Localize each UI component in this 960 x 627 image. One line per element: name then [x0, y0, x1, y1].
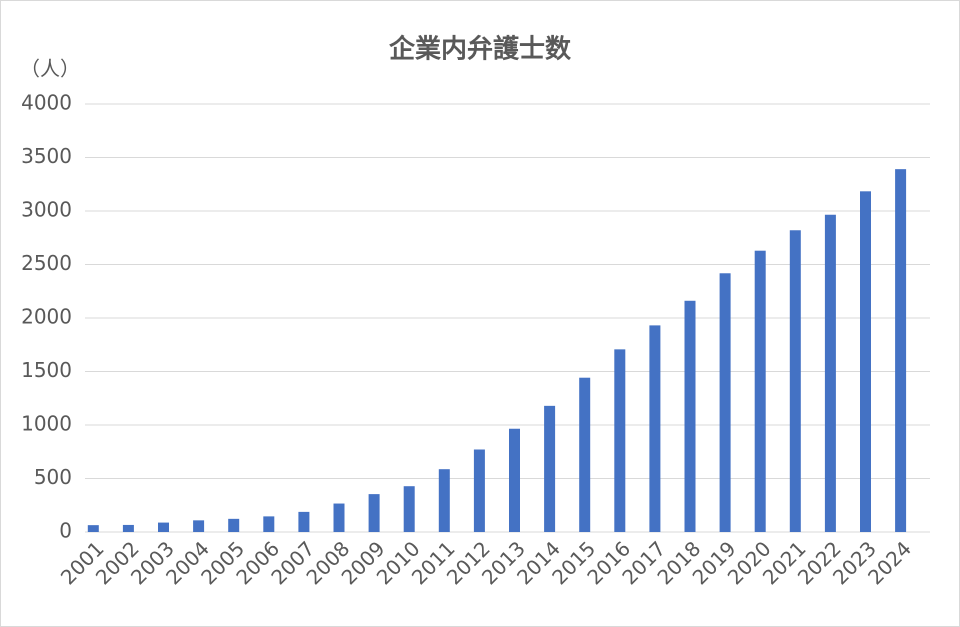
bar	[754, 250, 766, 532]
bar	[824, 214, 836, 532]
y-axis-label: （人）	[20, 57, 80, 81]
bar	[333, 503, 345, 532]
bar	[789, 230, 801, 532]
bar	[122, 524, 134, 532]
y-tick-label: 0	[59, 519, 72, 543]
bar	[579, 377, 591, 532]
y-tick-label: 500	[34, 465, 72, 489]
bar	[719, 273, 731, 532]
bar	[684, 300, 696, 532]
y-tick-label: 1000	[21, 412, 72, 436]
y-tick-label: 2500	[21, 251, 72, 275]
y-tick-label: 3000	[21, 198, 72, 222]
bar	[649, 325, 661, 532]
bar	[509, 428, 520, 532]
y-tick-label: 4000	[21, 91, 72, 115]
bar	[860, 191, 871, 532]
bar	[403, 486, 415, 532]
bar	[368, 494, 380, 532]
y-tick-label: 1500	[21, 358, 72, 382]
bar	[895, 169, 907, 532]
bar	[614, 349, 626, 532]
y-tick-label: 3500	[21, 144, 72, 168]
bar	[298, 511, 310, 532]
bar	[473, 449, 485, 532]
bar	[87, 525, 99, 532]
bar	[228, 518, 240, 532]
bar	[544, 405, 556, 532]
bar	[158, 522, 169, 532]
bar	[193, 520, 205, 532]
bar	[438, 469, 450, 532]
chart-title: 企業内弁護士数	[389, 34, 572, 65]
y-tick-label: 2000	[21, 305, 72, 329]
bar	[263, 516, 275, 532]
